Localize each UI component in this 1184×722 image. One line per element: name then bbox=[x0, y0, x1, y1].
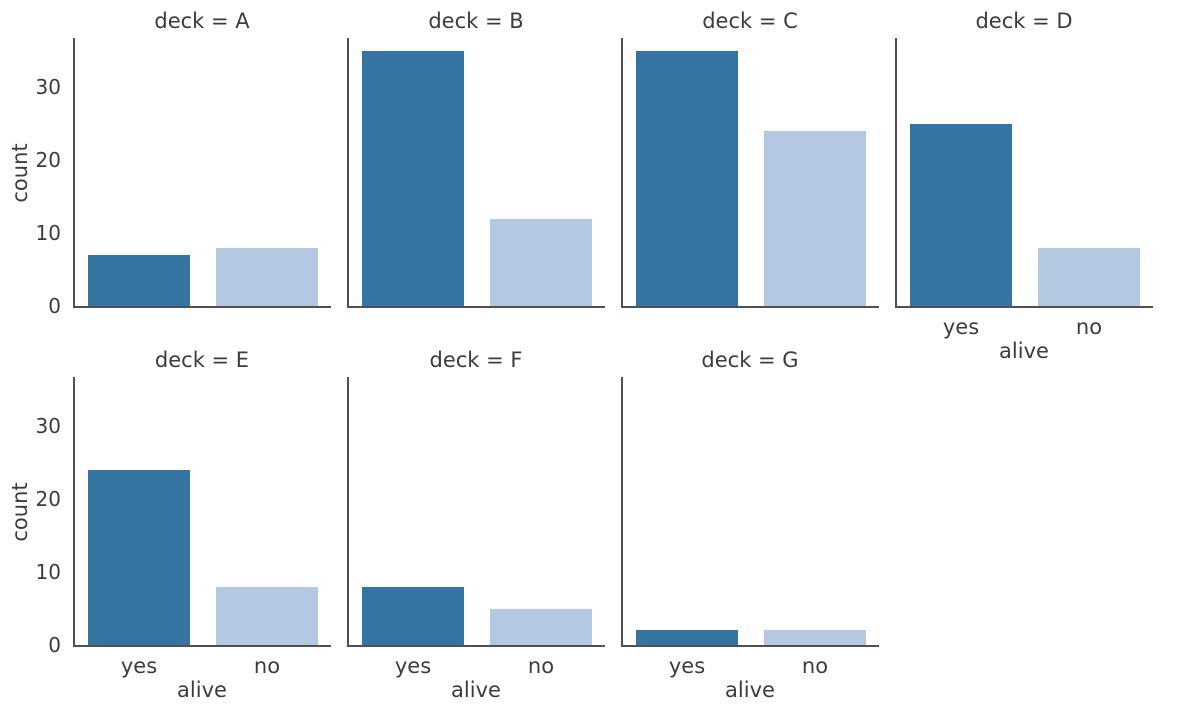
bar-A-no bbox=[216, 247, 318, 306]
bar-E-yes bbox=[88, 470, 190, 645]
x-tick-label: yes bbox=[120, 654, 158, 678]
bar-D-no bbox=[1038, 247, 1140, 306]
y-axis-label: count bbox=[8, 143, 32, 203]
y-axis-label: count bbox=[8, 482, 32, 542]
facet-title-C: deck = C bbox=[702, 9, 798, 33]
bar-F-yes bbox=[362, 586, 464, 645]
facet-title-B: deck = B bbox=[428, 9, 524, 33]
x-axis-label: alive bbox=[177, 678, 227, 702]
plot-area-D bbox=[895, 38, 1153, 308]
facet-title-F: deck = F bbox=[429, 348, 523, 372]
bar-B-no bbox=[490, 218, 592, 306]
plot-area-A bbox=[73, 38, 331, 308]
bar-D-yes bbox=[910, 123, 1012, 306]
x-tick-label: no bbox=[801, 654, 829, 678]
plot-area-C bbox=[621, 38, 879, 308]
x-tick-label: yes bbox=[942, 315, 980, 339]
facet-title-E: deck = E bbox=[154, 348, 250, 372]
x-tick-label: yes bbox=[394, 654, 432, 678]
y-tick-label: 10 bbox=[35, 221, 61, 246]
plot-area-B bbox=[347, 38, 605, 308]
y-tick-label: 20 bbox=[35, 487, 61, 512]
plot-area-G bbox=[621, 377, 879, 647]
bar-C-no bbox=[764, 131, 866, 306]
x-axis-label: alive bbox=[451, 678, 501, 702]
bar-G-yes bbox=[636, 630, 738, 645]
x-tick-label: yes bbox=[668, 654, 706, 678]
y-tick-label: 10 bbox=[35, 560, 61, 585]
bar-G-no bbox=[764, 630, 866, 645]
facet-title-A: deck = A bbox=[154, 9, 250, 33]
plot-area-F bbox=[347, 377, 605, 647]
y-tick-label: 0 bbox=[48, 633, 61, 657]
bar-B-yes bbox=[362, 50, 464, 306]
y-tick-label: 30 bbox=[35, 75, 61, 100]
bar-A-yes bbox=[88, 255, 190, 306]
x-tick-label: no bbox=[253, 654, 281, 678]
facet-title-G: deck = G bbox=[701, 348, 799, 372]
x-axis-label: alive bbox=[725, 678, 775, 702]
x-tick-label: no bbox=[527, 654, 555, 678]
plot-area-E bbox=[73, 377, 331, 647]
y-tick-label: 30 bbox=[35, 414, 61, 439]
x-tick-label: no bbox=[1075, 315, 1103, 339]
x-axis-label: alive bbox=[999, 339, 1049, 363]
bar-C-yes bbox=[636, 50, 738, 306]
bar-E-no bbox=[216, 586, 318, 645]
y-tick-label: 20 bbox=[35, 148, 61, 173]
facet-title-D: deck = D bbox=[975, 9, 1073, 33]
y-tick-label: 0 bbox=[48, 294, 61, 318]
bar-F-no bbox=[490, 608, 592, 645]
